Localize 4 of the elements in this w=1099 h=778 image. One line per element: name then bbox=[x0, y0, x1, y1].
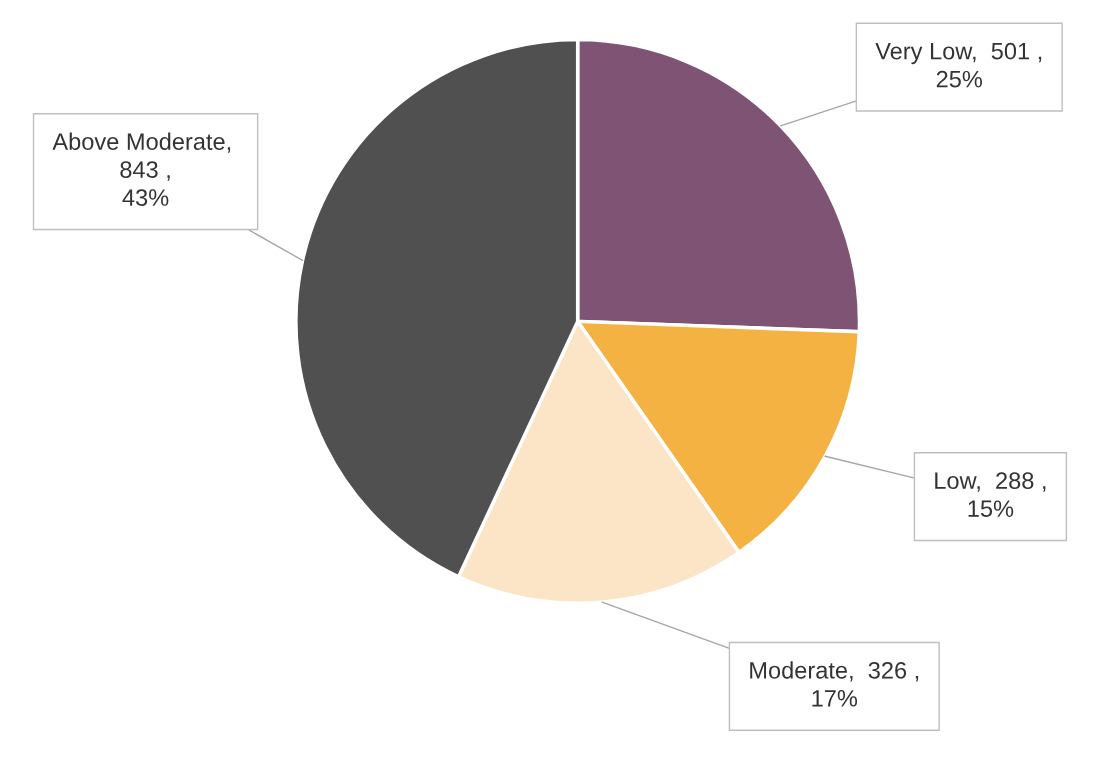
slice-label: Above Moderate, 843 , 43% bbox=[52, 132, 231, 206]
slice-label: Moderate, 326 , 17% bbox=[750, 661, 919, 707]
slice-label: Low, 288 , 15% bbox=[935, 472, 1046, 518]
slice-label: Very Low, 501 , 25% bbox=[875, 42, 1042, 88]
